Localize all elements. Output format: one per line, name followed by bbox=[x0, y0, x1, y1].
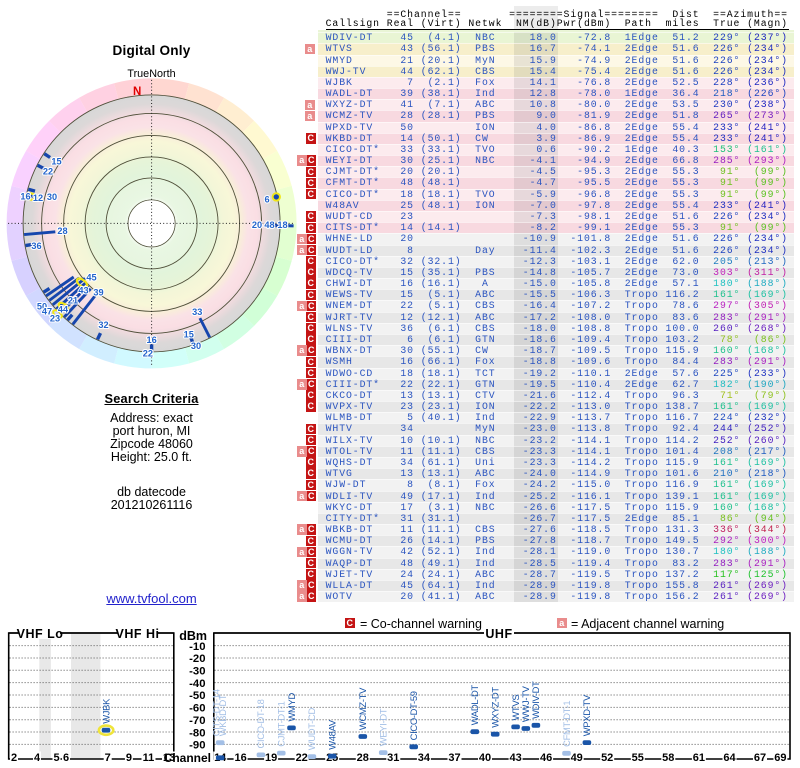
svg-text:20: 20 bbox=[252, 220, 262, 230]
svg-text:16: 16 bbox=[146, 335, 156, 345]
svg-text:21: 21 bbox=[68, 296, 78, 306]
svg-text:15: 15 bbox=[184, 329, 194, 339]
svg-text:16: 16 bbox=[20, 192, 30, 202]
svg-text:45: 45 bbox=[86, 273, 96, 283]
svg-text:43: 43 bbox=[78, 286, 88, 296]
svg-text:58: 58 bbox=[662, 752, 674, 764]
svg-text:22: 22 bbox=[143, 348, 153, 358]
svg-text:39: 39 bbox=[93, 288, 103, 298]
svg-text:6: 6 bbox=[63, 752, 69, 764]
svg-text:WCMZ-TV: WCMZ-TV bbox=[357, 687, 368, 730]
svg-text:30: 30 bbox=[47, 192, 57, 202]
svg-text:WMYD: WMYD bbox=[286, 692, 297, 721]
svg-text:16: 16 bbox=[234, 752, 246, 764]
svg-text:36: 36 bbox=[31, 241, 41, 251]
svg-text:-20: -20 bbox=[189, 653, 205, 665]
svg-text:WXYZ-DT: WXYZ-DT bbox=[490, 687, 501, 728]
svg-text:69: 69 bbox=[774, 752, 786, 764]
svg-text:VHF Hi: VHF Hi bbox=[116, 627, 160, 641]
svg-text:50: 50 bbox=[37, 302, 47, 312]
svg-text:15: 15 bbox=[51, 157, 61, 167]
svg-text:4: 4 bbox=[34, 752, 41, 764]
svg-text:28: 28 bbox=[57, 226, 67, 236]
svg-text:11: 11 bbox=[143, 752, 155, 764]
svg-text:19: 19 bbox=[265, 752, 277, 764]
svg-text:-70: -70 bbox=[189, 715, 205, 727]
svg-text:22: 22 bbox=[43, 167, 53, 177]
svg-text:-30: -30 bbox=[189, 666, 205, 678]
svg-text:WDIV-DT: WDIV-DT bbox=[530, 681, 541, 719]
svg-text:WUDT-CD: WUDT-CD bbox=[306, 708, 317, 751]
svg-text:Channel: Channel bbox=[164, 751, 211, 765]
svg-text:WKBD-DT: WKBD-DT bbox=[217, 694, 228, 736]
svg-text:W48AV: W48AV bbox=[327, 719, 338, 750]
svg-text:WJBK: WJBK bbox=[100, 698, 111, 724]
svg-text:30: 30 bbox=[191, 341, 201, 351]
svg-text:47: 47 bbox=[42, 307, 52, 317]
svg-text:52: 52 bbox=[601, 752, 613, 764]
svg-text:46: 46 bbox=[540, 752, 552, 764]
svg-text:-50: -50 bbox=[189, 690, 205, 702]
svg-text:9: 9 bbox=[126, 752, 132, 764]
svg-text:48: 48 bbox=[264, 220, 274, 230]
svg-text:37: 37 bbox=[448, 752, 460, 764]
svg-text:-80: -80 bbox=[189, 727, 205, 739]
svg-text:55: 55 bbox=[632, 752, 644, 764]
svg-text:12: 12 bbox=[33, 193, 43, 203]
svg-text:-60: -60 bbox=[189, 703, 205, 715]
svg-text:34: 34 bbox=[418, 752, 431, 764]
svg-text:WPXD-TV: WPXD-TV bbox=[581, 694, 592, 736]
svg-text:WEYI-DT: WEYI-DT bbox=[378, 708, 389, 746]
svg-text:CJMT-DT-1: CJMT-DT-1 bbox=[276, 701, 287, 746]
svg-text:18: 18 bbox=[277, 220, 287, 230]
svg-text:WADL-DT: WADL-DT bbox=[469, 684, 480, 725]
svg-text:61: 61 bbox=[693, 752, 705, 764]
svg-text:32: 32 bbox=[98, 320, 108, 330]
svg-text:22: 22 bbox=[296, 752, 308, 764]
svg-text:5: 5 bbox=[53, 752, 59, 764]
svg-text:40: 40 bbox=[479, 752, 491, 764]
svg-text:64: 64 bbox=[723, 752, 736, 764]
svg-text:6: 6 bbox=[264, 194, 269, 204]
svg-text:13: 13 bbox=[163, 752, 175, 764]
svg-text:CFMT-DT-1: CFMT-DT-1 bbox=[561, 701, 572, 747]
svg-text:28: 28 bbox=[357, 752, 369, 764]
svg-text:43: 43 bbox=[509, 752, 521, 764]
svg-text:-90: -90 bbox=[189, 740, 205, 752]
svg-text:WWJ-TV: WWJ-TV bbox=[520, 685, 531, 722]
svg-text:44: 44 bbox=[58, 305, 69, 315]
svg-text:CITS-DT-14: CITS-DT-14 bbox=[211, 689, 222, 736]
svg-text:2: 2 bbox=[11, 752, 17, 764]
svg-text:CICO-DT-59: CICO-DT-59 bbox=[408, 691, 419, 740]
svg-text:VHF Lo: VHF Lo bbox=[17, 627, 64, 641]
svg-text:49: 49 bbox=[571, 752, 583, 764]
svg-text:67: 67 bbox=[754, 752, 766, 764]
svg-text:7: 7 bbox=[105, 752, 111, 764]
svg-text:-10: -10 bbox=[189, 641, 205, 653]
svg-text:dBm: dBm bbox=[179, 629, 207, 643]
svg-text:CICO-DT-18: CICO-DT-18 bbox=[255, 699, 266, 748]
svg-text:-40: -40 bbox=[189, 678, 205, 690]
svg-text:UHF: UHF bbox=[485, 627, 512, 641]
svg-text:33: 33 bbox=[192, 307, 202, 317]
svg-text:23: 23 bbox=[50, 314, 60, 324]
svg-text:31: 31 bbox=[387, 752, 399, 764]
svg-text:WTVS: WTVS bbox=[510, 695, 521, 721]
